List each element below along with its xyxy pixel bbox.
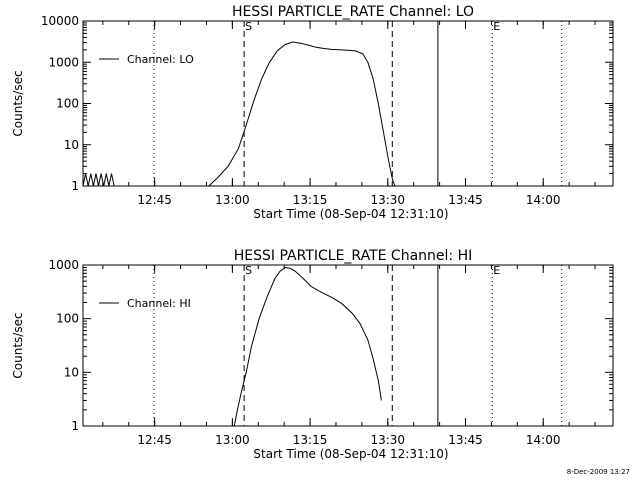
y-tick-label: 100 <box>56 312 79 326</box>
plot-frame <box>82 264 614 427</box>
panel-channel-lo: HESSI PARTICLE_RATE Channel: LO Counts/se… <box>11 4 614 221</box>
y-axis-label: Counts/sec <box>11 312 25 378</box>
x-tick-label: 12:45 <box>137 433 172 447</box>
x-tick-label: 13:30 <box>370 193 405 207</box>
x-axis-label: Start Time (08-Sep-04 12:31:10) <box>253 447 448 461</box>
x-tick-label: 12:45 <box>137 193 172 207</box>
y-tick-label: 1000 <box>48 258 79 272</box>
y-tick-label: 10000 <box>41 14 79 28</box>
x-tick-label: 13:00 <box>215 193 250 207</box>
panel-channel-hi: HESSI PARTICLE_RATE Channel: HI Counts/se… <box>11 248 614 461</box>
y-tick-label: 100 <box>56 97 79 111</box>
series-line <box>208 41 396 187</box>
x-tick-label: 14:00 <box>526 433 561 447</box>
x-tick-label: 13:00 <box>215 433 250 447</box>
y-tick-label: 1000 <box>48 55 79 69</box>
y-tick-label: 1 <box>71 179 79 193</box>
time-marker-label: S <box>245 264 252 277</box>
y-tick-label: 10 <box>64 365 79 379</box>
x-tick-label: 13:15 <box>293 433 328 447</box>
time-marker-label: S <box>245 20 252 33</box>
series-noise-line <box>82 173 115 187</box>
date-stamp: 8-Dec-2009 13:27 <box>566 468 630 476</box>
legend-label: Channel: LO <box>127 53 194 66</box>
series-line <box>233 266 382 427</box>
x-tick-label: 14:00 <box>526 193 561 207</box>
x-axis-label: Start Time (08-Sep-04 12:31:10) <box>253 207 448 221</box>
y-tick-label: 10 <box>64 138 79 152</box>
plot-frame <box>82 20 614 187</box>
x-tick-label: 13:15 <box>293 193 328 207</box>
legend-label: Channel: HI <box>127 297 191 310</box>
time-marker-label: E <box>493 20 500 33</box>
x-tick-label: 13:45 <box>448 433 483 447</box>
y-tick-label: 1 <box>71 419 79 433</box>
chart-title: HESSI PARTICLE_RATE Channel: HI <box>234 248 472 264</box>
x-tick-label: 13:45 <box>448 193 483 207</box>
time-marker-label: E <box>493 264 500 277</box>
y-axis-label: Counts/sec <box>11 70 25 136</box>
chart-title: HESSI PARTICLE_RATE Channel: LO <box>232 4 474 20</box>
x-tick-label: 13:30 <box>370 433 405 447</box>
